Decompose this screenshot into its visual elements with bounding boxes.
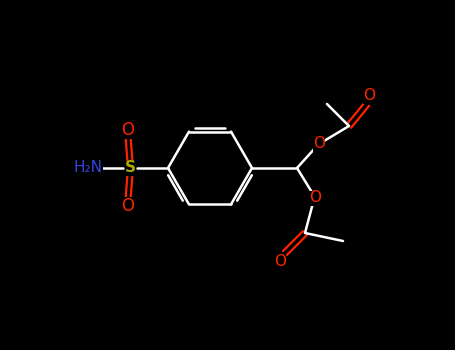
Text: O: O [121,121,135,139]
Text: H₂N: H₂N [74,161,102,175]
Text: O: O [121,197,135,215]
Text: O: O [309,190,321,205]
Text: O: O [274,253,286,268]
Text: O: O [363,89,375,104]
Text: O: O [313,136,325,152]
Text: S: S [125,161,136,175]
